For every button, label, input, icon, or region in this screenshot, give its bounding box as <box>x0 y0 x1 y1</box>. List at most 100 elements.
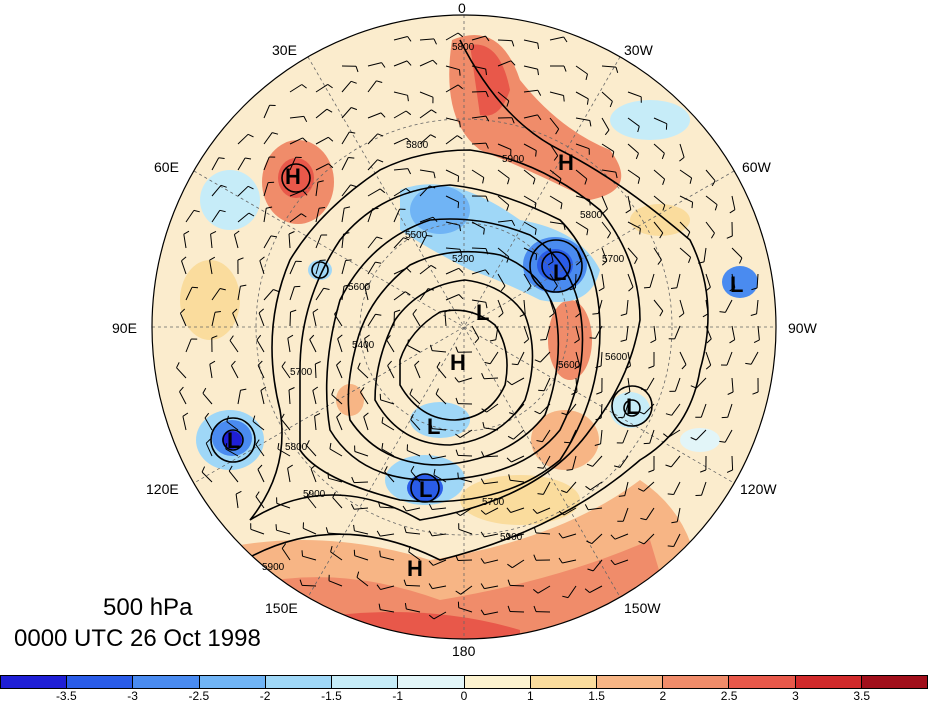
wind-barb-flag <box>192 287 198 288</box>
lon-label-90w: 90W <box>788 320 817 336</box>
wind-barb <box>472 248 486 249</box>
colorbar-tick-label: 0 <box>461 689 468 703</box>
colorbar-swatch <box>1 676 67 688</box>
colorbar-tick-label: 1 <box>527 689 534 703</box>
wind-barb <box>484 378 498 379</box>
wind-barb-flag <box>564 96 565 102</box>
wind-barb-flag <box>540 340 546 341</box>
level-title: 500 hPa <box>103 594 192 622</box>
wind-barb <box>498 40 512 41</box>
wind-barb-flag <box>640 228 641 234</box>
high-center-1: H <box>285 164 301 189</box>
lon-label-150w: 150W <box>624 600 661 616</box>
lon-label-120e: 120E <box>146 481 179 497</box>
wind-barb-flag <box>536 151 537 157</box>
contour-label: 5700 <box>602 254 625 265</box>
colorbar-swatch <box>796 676 862 688</box>
wind-barb <box>290 312 291 326</box>
lon-label-150e: 150E <box>265 600 298 616</box>
colorbar-swatch <box>597 676 663 688</box>
lon-label-60e: 60E <box>154 159 179 175</box>
colorbar-tick-label: -3 <box>127 689 138 703</box>
lon-label-180: 180 <box>452 643 475 659</box>
lon-label-120w: 120W <box>740 481 777 497</box>
contour-label: 5600 <box>605 352 628 363</box>
contour-label: 5500 <box>405 230 428 241</box>
high-center-3: H <box>450 350 466 375</box>
wind-barb-flag <box>512 364 518 365</box>
colorbar-swatch <box>465 676 531 688</box>
wind-barb-flag <box>567 470 573 471</box>
colorbar-swatch <box>663 676 729 688</box>
wind-barb-flag <box>644 287 650 288</box>
wind-barb-flag <box>276 524 277 530</box>
wind-barb-flag <box>460 70 461 76</box>
colorbar-tick-label: 1.5 <box>588 689 605 703</box>
wind-barb-flag <box>458 473 459 479</box>
wind-barb <box>406 585 420 586</box>
contour-label: 5800 <box>452 42 475 53</box>
colorbar-tick-label: -3.5 <box>56 689 77 703</box>
wind-barb <box>732 456 733 470</box>
high-center-4: H <box>407 556 423 581</box>
colorbar-tick-label: -2 <box>260 689 271 703</box>
wind-barb <box>354 482 368 483</box>
lon-label-90e: 90E <box>112 320 137 336</box>
contour-label: 5700 <box>290 367 313 378</box>
colorbar-swatch <box>862 676 927 688</box>
contour-label: 5800 <box>285 442 308 453</box>
wind-barb-flag <box>590 200 591 206</box>
wind-barb-flag <box>692 202 693 208</box>
colorbar-swatch <box>133 676 199 688</box>
high-center-2: H <box>558 150 574 175</box>
low-center-1: L <box>553 260 566 285</box>
wind-barb-flag <box>346 260 352 261</box>
lon-label-30e: 30E <box>272 42 297 58</box>
wind-barb <box>302 585 316 586</box>
wind-barb <box>458 560 472 561</box>
contour-label: 5900 <box>502 154 525 165</box>
wind-barb-flag <box>458 202 459 208</box>
contour-label: 5800 <box>406 140 429 151</box>
wind-barb <box>472 92 486 93</box>
wind-barb-flag <box>668 494 674 495</box>
contour-label: 5600 <box>558 360 581 371</box>
wind-barb <box>575 274 576 288</box>
wind-barb-flag <box>668 546 674 547</box>
wind-barb-flag <box>592 314 598 315</box>
colorbar-tick-label: -1.5 <box>321 689 342 703</box>
contour-label: 5900 <box>303 489 326 500</box>
low-center-3: L <box>227 428 240 453</box>
wind-barb-flag <box>458 176 459 182</box>
wind-barb-flag <box>380 551 381 557</box>
contour-label: 5400 <box>352 340 375 351</box>
wind-barb <box>510 612 524 613</box>
contour-label: 5600 <box>348 282 371 293</box>
contour-label: 5900 <box>500 532 523 543</box>
valid-time-title: 0000 UTC 26 Oct 1998 <box>14 625 261 653</box>
wind-barb <box>510 585 524 586</box>
wind-barb-flag <box>302 550 303 556</box>
low-center-6: L <box>419 477 432 502</box>
lon-label-0: 0 <box>458 0 466 16</box>
wind-barb <box>458 455 472 456</box>
colorbar-tick-label: 2.5 <box>721 689 738 703</box>
colorbar-tick-label: -2.5 <box>189 689 210 703</box>
low-center-7: L <box>626 394 639 419</box>
contour-label: 5800 <box>580 210 603 221</box>
low-center-5: L <box>476 300 489 325</box>
colorbar-swatch <box>531 676 597 688</box>
colorbar-tick-label: 2 <box>660 689 667 703</box>
colorbar-tick-label: 3 <box>792 689 799 703</box>
contour-label: 5200 <box>452 254 475 265</box>
colorbar-swatch <box>266 676 332 688</box>
lon-label-30w: 30W <box>624 42 653 58</box>
contour-label: 5900 <box>262 562 285 573</box>
colorbar-swatch <box>67 676 133 688</box>
wind-barb-flag <box>460 121 461 127</box>
wind-barb <box>315 364 316 378</box>
colorbar-swatch <box>332 676 398 688</box>
low-center-4: L <box>427 414 440 439</box>
colorbar-swatch <box>398 676 464 688</box>
wind-barb-flag <box>348 158 354 159</box>
